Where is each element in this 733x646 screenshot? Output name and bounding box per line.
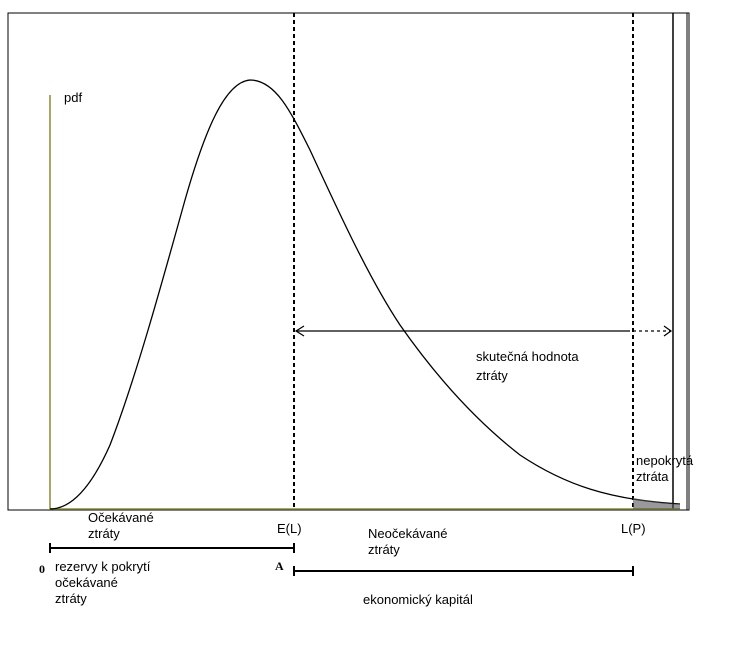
loss-quantile-tick-label: L(P) <box>621 521 646 536</box>
unexpected-losses-label: Neočekávané ztráty <box>368 526 448 557</box>
economic-capital-label: ekonomický kapitál <box>363 592 473 607</box>
expected-losses-label: Očekávané ztráty <box>88 510 154 541</box>
true-loss-arrowhead-right <box>663 325 673 337</box>
reserves-label: rezervy k pokrytí očekávané ztráty <box>55 559 151 606</box>
pdf-curve <box>49 79 681 510</box>
uncovered-loss-label: nepokrytá ztráta <box>636 453 694 484</box>
true-loss-arrowhead-left <box>294 325 305 337</box>
tail-shading <box>633 498 680 509</box>
y-axis-label: pdf <box>64 90 83 105</box>
a-mark: A <box>275 559 284 573</box>
diagram-frame <box>7 12 690 511</box>
true-loss-label: skutečná hodnota ztráty <box>476 349 579 383</box>
zero-mark: 0 <box>39 562 45 576</box>
expected-loss-tick-label: E(L) <box>277 521 302 536</box>
